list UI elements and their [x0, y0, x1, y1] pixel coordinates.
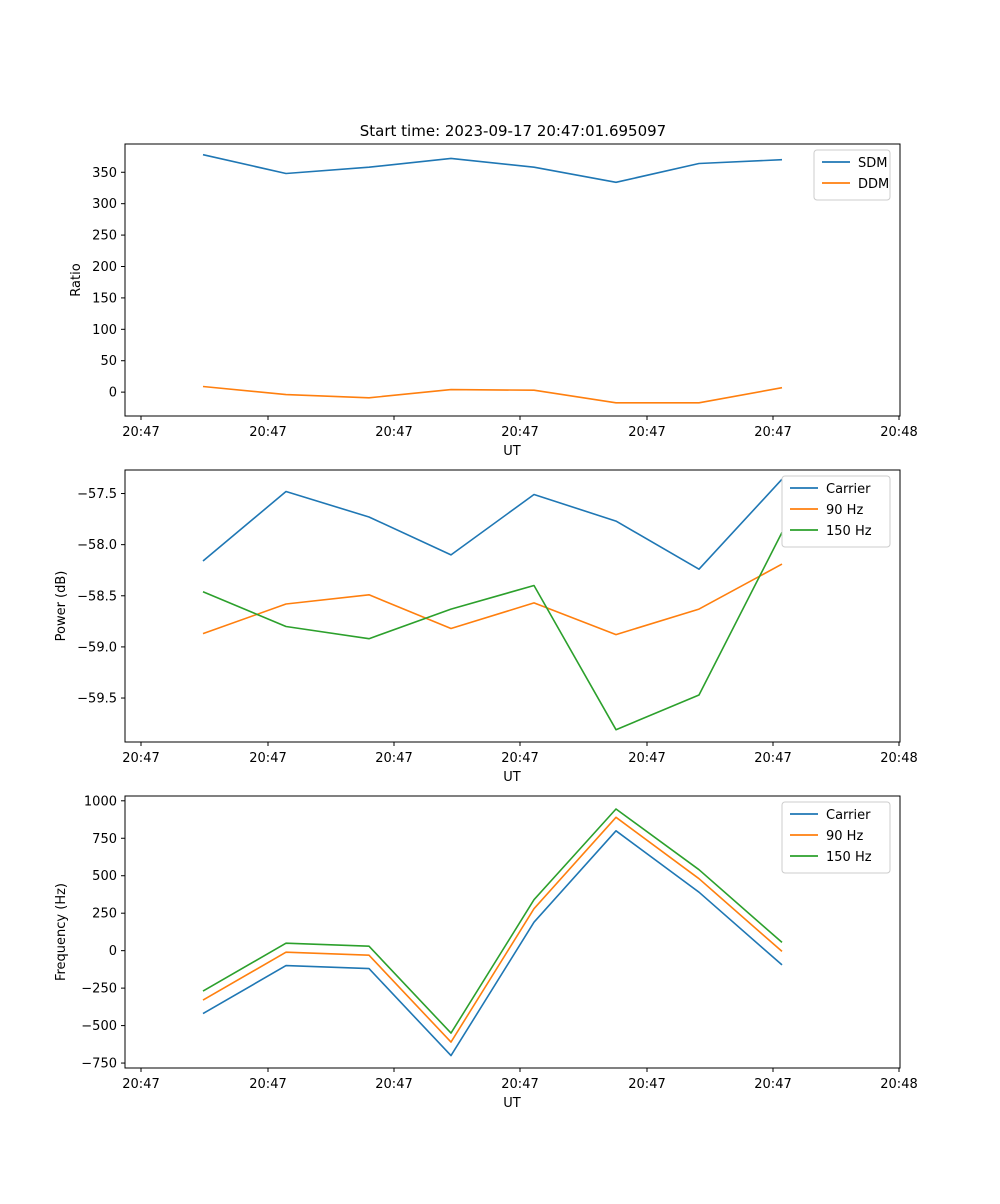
x-tick-label: 20:47 [375, 425, 412, 440]
y-tick-label: −59.0 [77, 640, 117, 655]
y-tick-label: −500 [81, 1019, 117, 1034]
y-tick-label: 50 [100, 354, 117, 369]
y-tick-label: 100 [92, 323, 117, 338]
y-axis-label: Power (dB) [54, 571, 69, 642]
x-tick-label: 20:47 [754, 425, 791, 440]
y-tick-label: −57.5 [77, 487, 117, 502]
x-tick-label: 20:47 [122, 751, 159, 766]
series-line-150-hz [202, 532, 783, 731]
legend-label: SDM [858, 156, 887, 171]
x-tick-label: 20:47 [754, 751, 791, 766]
x-tick-label: 20:47 [628, 751, 665, 766]
chart-panel-2: −59.5 −59.0 −58.5 −58.0 −57.5 20:47 20:47 20:47… [54, 469, 918, 785]
y-tick-label: −58.5 [77, 589, 117, 604]
legend: Carrier 90 Hz 150 Hz [781, 801, 891, 874]
y-tick-label: 1000 [84, 794, 117, 809]
y-tick-label: 0 [109, 944, 117, 959]
series-line-ddm [202, 385, 783, 404]
x-tick-label: 20:47 [628, 425, 665, 440]
y-tick-label: 0 [109, 386, 117, 401]
series-line-sdm [202, 153, 783, 184]
legend: SDM DDM [813, 149, 891, 201]
x-axis-label: UT [503, 444, 521, 459]
legend: Carrier 90 Hz 150 Hz [781, 475, 891, 548]
y-tick-label: 250 [92, 229, 117, 244]
x-tick-label: 20:47 [754, 1077, 791, 1092]
x-tick-label: 20:47 [122, 425, 159, 440]
series-line-90-hz [202, 563, 783, 636]
axes-frame [124, 469, 901, 743]
series-line-90-hz [202, 816, 783, 1043]
x-tick-label: 20:48 [880, 751, 917, 766]
x-tick-label: 20:47 [628, 1077, 665, 1092]
x-tick-label: 20:48 [880, 1077, 917, 1092]
x-tick-label: 20:47 [249, 1077, 286, 1092]
y-tick-label: 200 [92, 260, 117, 275]
y-axis-label: Ratio [69, 263, 84, 296]
x-tick-label: 20:47 [249, 751, 286, 766]
axes-frame [124, 795, 901, 1069]
x-tick-label: 20:47 [249, 425, 286, 440]
x-tick-label: 20:47 [501, 425, 538, 440]
y-tick-label: 250 [92, 907, 117, 922]
y-tick-label: 300 [92, 197, 117, 212]
chart-panel-1: 0 50 100 150 200 250 300 350 20:47 20:47 20:47 20:4… [69, 143, 918, 459]
x-tick-label: 20:47 [501, 751, 538, 766]
legend-label: 90 Hz [826, 503, 863, 518]
figure-title: Start time: 2023-09-17 20:47:01.695097 [360, 122, 666, 140]
y-tick-label: −750 [81, 1057, 117, 1072]
y-tick-label: 750 [92, 832, 117, 847]
axes-frame [124, 143, 901, 417]
y-tick-label: −250 [81, 982, 117, 997]
y-tick-label: −58.0 [77, 538, 117, 553]
x-axis-label: UT [503, 1096, 521, 1111]
chart-panel-3: −750 −500 −250 0 250 500 750 1000 20:47 20:47 20:4… [54, 794, 918, 1111]
series-line-carrier [202, 478, 783, 571]
legend-label: DDM [858, 177, 889, 192]
y-axis-label: Frequency (Hz) [54, 883, 69, 981]
y-tick-label: 500 [92, 869, 117, 884]
x-tick-label: 20:47 [501, 1077, 538, 1092]
legend-label: Carrier [826, 482, 871, 497]
y-tick-label: 350 [92, 166, 117, 181]
x-axis-label: UT [503, 770, 521, 785]
y-tick-label: 150 [92, 291, 117, 306]
x-tick-label: 20:48 [880, 425, 917, 440]
x-tick-label: 20:47 [375, 1077, 412, 1092]
y-tick-label: −59.5 [77, 692, 117, 707]
series-line-150-hz [202, 808, 783, 1034]
legend-label: 150 Hz [826, 524, 872, 539]
legend-label: Carrier [826, 808, 871, 823]
series-line-carrier [202, 829, 783, 1057]
x-tick-label: 20:47 [375, 751, 412, 766]
legend-label: 90 Hz [826, 829, 863, 844]
legend-label: 150 Hz [826, 850, 872, 865]
x-tick-label: 20:47 [122, 1077, 159, 1092]
